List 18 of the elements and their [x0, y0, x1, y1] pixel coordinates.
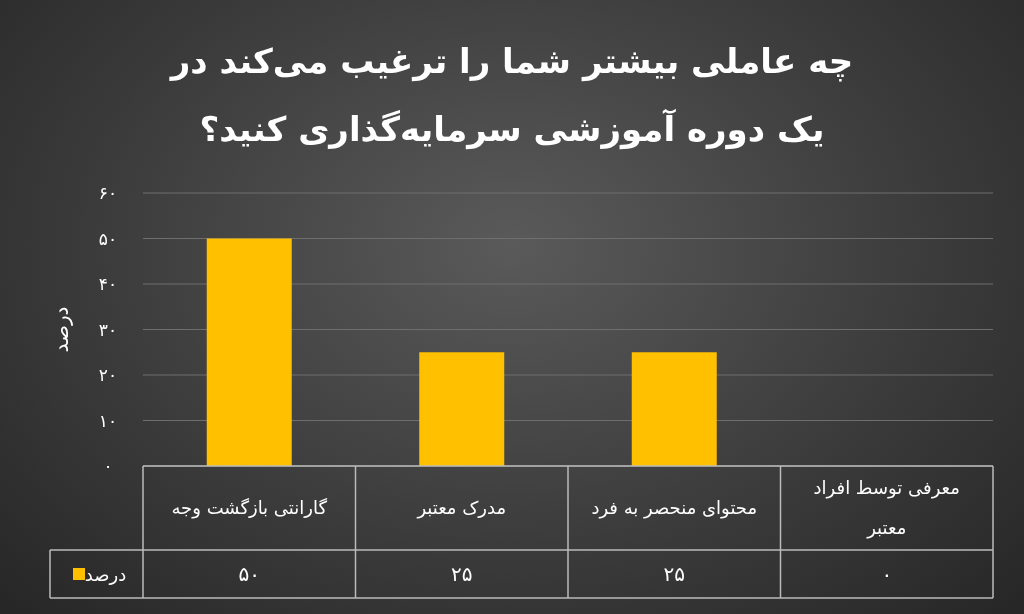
data-label: ۵۰	[237, 561, 261, 588]
y-tick-label: ۱۰	[98, 410, 118, 431]
y-tick-label: ۳۰	[98, 319, 118, 340]
x-tick-label: مدرک معتبر	[415, 496, 508, 521]
y-tick-label: ۴۰	[98, 274, 118, 294]
x-tick-label: معرفی توسط افراد معتبر	[812, 476, 961, 541]
x-tick-label: محتوای منحصر به فرد	[590, 496, 759, 521]
chart-title: چه عاملی بیشتر شما را ترغیب می‌کند در یک دوره آموزشی سرمایه‌گذاری کنید؟	[168, 40, 855, 152]
x-tick-label: گارانتی بازگشت وجه	[170, 496, 329, 521]
data-label: ۰	[880, 561, 894, 588]
y-tick-label: ۲۰	[98, 365, 118, 385]
y-tick-label: ۶۰	[98, 183, 118, 203]
y-tick-label: ۰	[103, 456, 113, 476]
data-label: ۲۵	[662, 561, 686, 588]
y-axis-title: درصد	[49, 306, 73, 353]
y-tick-label: ۵۰	[98, 228, 118, 249]
legend-label: درصد	[84, 563, 127, 585]
data-label: ۲۵	[450, 561, 474, 588]
